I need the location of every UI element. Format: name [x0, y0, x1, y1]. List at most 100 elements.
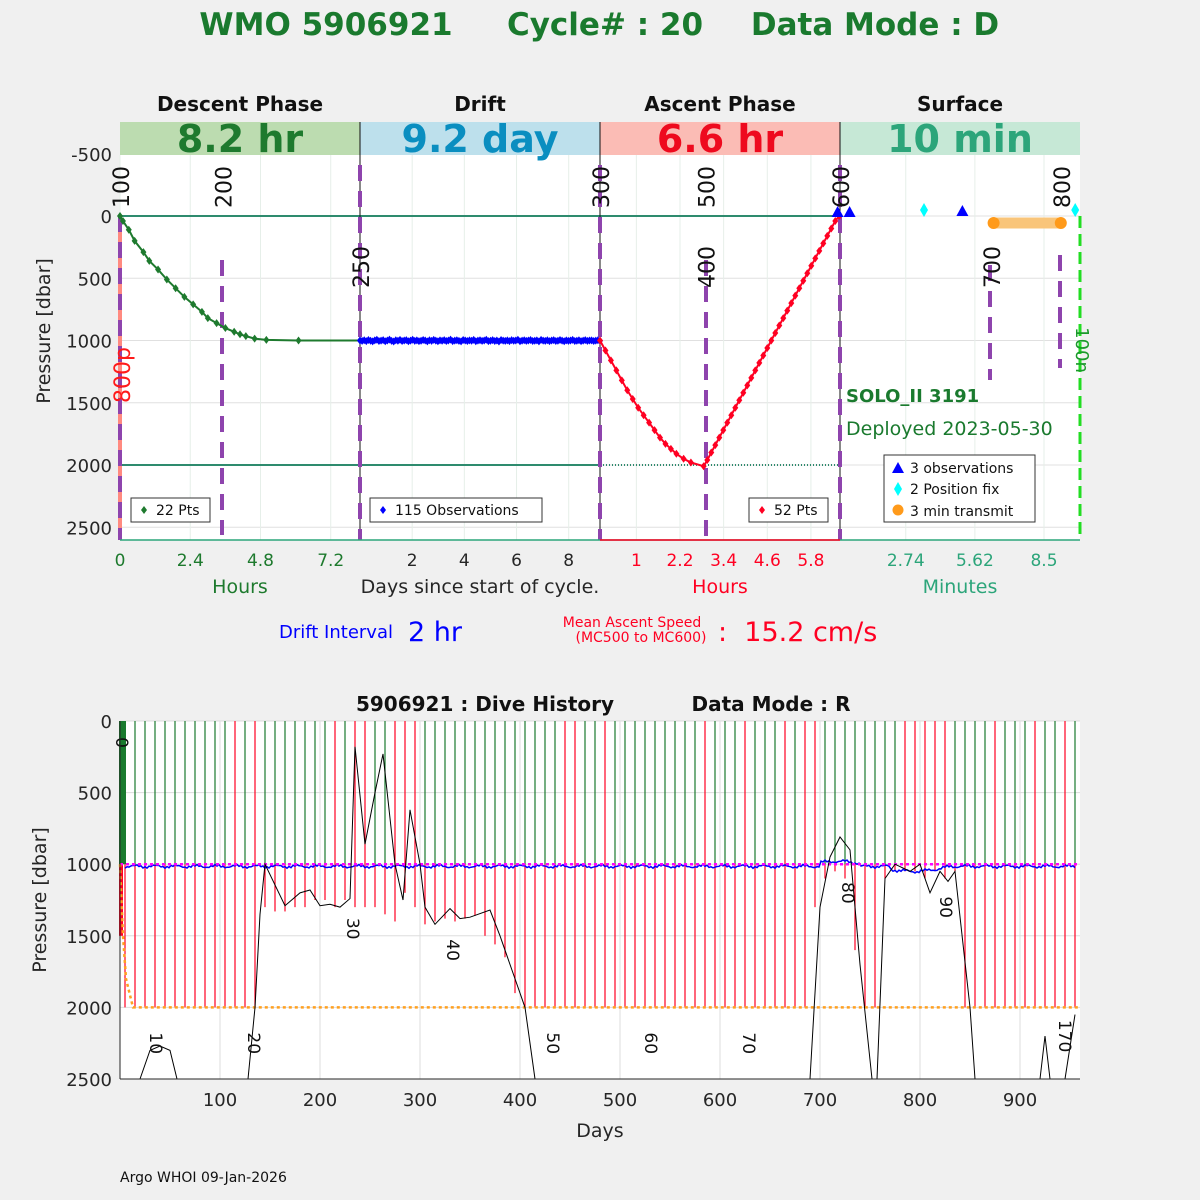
bathymetry-line: [1039, 1035, 1051, 1080]
x-tick-label: 300: [403, 1090, 437, 1111]
phase-name: Drift: [454, 92, 506, 116]
measurement-code-label: 800: [1051, 166, 1076, 208]
descent-point: [263, 335, 270, 344]
y-tick-label: 500: [78, 269, 112, 290]
ascent-point: [651, 426, 658, 435]
x-tick-label-drift: 4: [459, 551, 470, 571]
ascent-point: [784, 306, 791, 315]
x-tick-label: 700: [803, 1090, 837, 1111]
phase-duration-bar: [840, 122, 1080, 155]
float-model: SOLO_II 3191: [846, 386, 979, 407]
ascent-point: [673, 449, 680, 458]
measurement-code-label: 250: [350, 246, 375, 288]
drift-legend-marker: [380, 506, 386, 514]
cycle-number-label: 40: [442, 939, 462, 961]
ascent-point: [613, 366, 620, 375]
measurement-code-label: 500: [695, 166, 720, 208]
x-tick-label-drift: 6: [511, 551, 522, 571]
ascent-point: [768, 336, 775, 345]
measurement-code-label: 300: [590, 166, 615, 208]
ascent-point: [752, 366, 759, 375]
xunit-ascent: Hours: [692, 576, 748, 598]
phase-name: Surface: [917, 92, 1003, 116]
descent-point: [125, 225, 132, 234]
x-tick-label-descent: 2.4: [177, 551, 204, 571]
x-tick-label-drift: 8: [563, 551, 574, 571]
descent-point: [295, 336, 302, 345]
flag-left: 800p: [111, 347, 136, 403]
ascent-point: [736, 396, 743, 405]
ascent-point: [712, 441, 719, 450]
xunit-descent: Hours: [212, 576, 268, 598]
measurement-code-label: 600: [830, 166, 855, 208]
drift-interval-value: 2 hr: [408, 617, 463, 648]
descent-point: [204, 314, 211, 323]
phase-duration: 9.2 day: [402, 117, 559, 161]
cycle-number-label: 60: [640, 1032, 660, 1054]
ascent-point: [820, 239, 827, 248]
y-tick-label: 2000: [66, 456, 112, 477]
xunit-surface: Minutes: [923, 576, 998, 598]
ascent-point: [618, 376, 625, 385]
x-tick-label-surface: 8.5: [1030, 551, 1057, 571]
surface-observation: [956, 205, 969, 216]
ascent-point: [748, 373, 755, 382]
x-tick-label: 200: [303, 1090, 337, 1111]
legend-diamond-icon: [894, 482, 902, 496]
ascent-point: [744, 381, 751, 390]
cycle-number-label: 70: [738, 1032, 758, 1054]
ascent-point: [624, 386, 631, 395]
x-tick-label-surface: 2.74: [887, 551, 925, 571]
ascent-point: [640, 411, 647, 420]
ascent-point: [796, 284, 803, 293]
ascent-line: [599, 215, 841, 468]
phase-duration-bar: [120, 122, 360, 155]
ascent-point: [756, 358, 763, 367]
surface-observation: [843, 206, 856, 217]
descent-point: [172, 284, 179, 293]
title-mode: Data Mode : D: [751, 7, 999, 43]
ascent-point: [760, 351, 767, 360]
y-tick-label: 1500: [66, 927, 112, 948]
surface-observation: [831, 206, 844, 217]
y-tick-label: 2500: [66, 518, 112, 539]
cycle0-drift-bar: [119, 721, 126, 865]
ascent-point: [629, 395, 636, 404]
bottom-xlabel: Days: [576, 1120, 623, 1142]
drift-legend-label: 115 Observations: [395, 503, 519, 519]
descent-point: [213, 319, 220, 328]
drift-legend: 115 Observations: [369, 497, 543, 523]
x-tick-label-ascent: 1: [631, 551, 642, 571]
descent-point: [119, 216, 126, 225]
x-tick-label: 500: [603, 1090, 637, 1111]
measurement-code-label: 700: [981, 246, 1006, 288]
x-tick-label: 800: [903, 1090, 937, 1111]
descent-point: [222, 324, 229, 333]
x-tick-label-descent: 4.8: [247, 551, 274, 571]
x-tick-label: 400: [503, 1090, 537, 1111]
ascent-point: [804, 269, 811, 278]
descent-point: [140, 248, 147, 257]
bottom-ylabel: Pressure [dbar]: [29, 827, 51, 973]
ascent-point: [740, 388, 747, 397]
descent-point: [155, 265, 162, 274]
ascent-point: [732, 403, 739, 412]
top-ylabel: Pressure [dbar]: [33, 258, 55, 404]
ascent-point: [667, 444, 674, 453]
ascent-point: [657, 433, 663, 442]
descent-legend-marker: [141, 506, 147, 514]
y-tick-label: -500: [71, 145, 112, 166]
bathymetry-line: [876, 863, 976, 1080]
legend-transmit: 3 min transmit: [910, 504, 1014, 520]
top-xlabel: Days since start of cycle.: [361, 576, 600, 598]
drift-interval-label: Drift Interval: [279, 622, 393, 643]
cycle-number-label: 0: [111, 737, 131, 748]
ascent-point: [832, 216, 839, 225]
descent-point: [163, 275, 170, 284]
legend-observations: 3 observations: [910, 461, 1013, 477]
ascent-point: [716, 433, 723, 442]
dive-history-chart: 5906921 : Dive History Data Mode : R 0 10…: [29, 692, 1080, 1142]
y-tick-label: 500: [78, 784, 112, 805]
x-tick-label: 900: [1003, 1090, 1037, 1111]
